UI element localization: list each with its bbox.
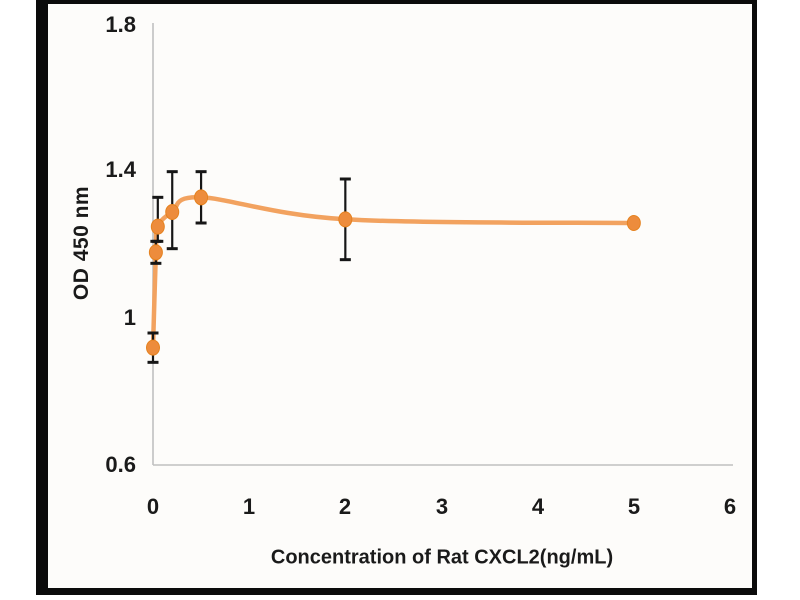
x-tick-label: 6 xyxy=(723,494,737,519)
y-tick-label: 1 xyxy=(123,305,136,330)
x-tick-label: 2 xyxy=(338,494,352,519)
x-tick-label: 5 xyxy=(627,494,641,519)
x-tick-label: 0 xyxy=(146,494,160,519)
data-point-marker xyxy=(150,218,165,235)
data-point-marker xyxy=(165,204,180,220)
y-tick-label: 1.8 xyxy=(105,12,136,37)
data-point-marker xyxy=(148,244,163,261)
x-tick-label: 1 xyxy=(242,494,256,519)
data-point-marker xyxy=(146,339,160,356)
x-tick-label: 3 xyxy=(435,494,449,519)
y-tick-label: 1.4 xyxy=(105,157,136,182)
y-axis-title: OD 450 nm xyxy=(70,185,93,301)
data-point-marker xyxy=(338,211,353,228)
x-tick-label: 4 xyxy=(531,494,545,519)
x-axis-title: Concentration of Rat CXCL2(ng/mL) xyxy=(270,546,614,569)
data-point-marker xyxy=(194,189,209,206)
y-tick-label: 0.6 xyxy=(105,452,136,477)
data-point-marker xyxy=(626,215,641,231)
series-line xyxy=(150,195,637,350)
